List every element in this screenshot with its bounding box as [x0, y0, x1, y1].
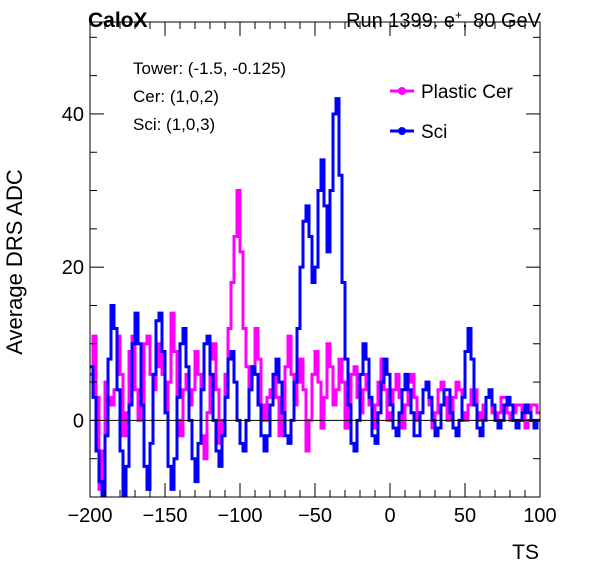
x-axis-label: TS [512, 541, 539, 564]
info-sci: Sci: (1,0,3) [133, 115, 215, 134]
info-cer: Cer: (1,0,2) [133, 87, 219, 106]
run-label-superscript: + [455, 8, 462, 22]
series-layer [90, 97, 540, 497]
x-tick-label: 0 [384, 505, 395, 527]
y-tick-label: 0 [73, 410, 84, 432]
experiment-label: CaloX [88, 9, 148, 32]
legend-marker-sci [398, 127, 406, 135]
x-tick-label: −150 [142, 505, 187, 527]
legend: Plastic Cer Sci [390, 82, 514, 143]
x-tick-label: 100 [523, 505, 556, 527]
run-label-suffix: , 80 GeV [462, 10, 542, 32]
legend-label-sci: Sci [421, 122, 447, 143]
y-axis-label: Average DRS ADC [2, 169, 27, 355]
x-tick-label: 50 [454, 505, 476, 527]
x-tick-label: −50 [298, 505, 332, 527]
series-line-sci [90, 97, 540, 497]
x-tick-label: −200 [67, 505, 112, 527]
legend-label-plastic-cer: Plastic Cer [421, 82, 514, 103]
y-tick-label: 20 [62, 257, 84, 279]
y-tick-label: 40 [62, 104, 84, 126]
plot-frame [89, 21, 541, 498]
run-label: Run 1399: e+, 80 GeV [346, 8, 542, 32]
x-tick-label: −100 [217, 505, 262, 527]
run-label-prefix: Run 1399: e [346, 10, 455, 32]
legend-marker-plastic-cer [398, 87, 406, 95]
info-tower: Tower: (-1.5, -0.125) [133, 59, 286, 78]
